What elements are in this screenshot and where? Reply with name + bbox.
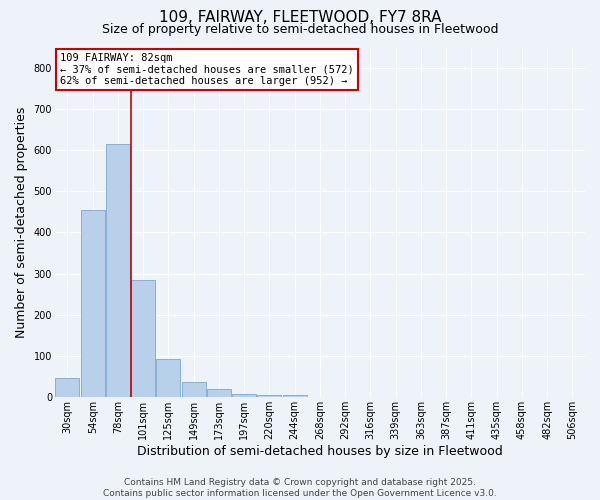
Bar	[283, 394, 307, 397]
Bar	[131, 280, 155, 397]
X-axis label: Distribution of semi-detached houses by size in Fleetwood: Distribution of semi-detached houses by …	[137, 444, 503, 458]
Text: 109 FAIRWAY: 82sqm
← 37% of semi-detached houses are smaller (572)
62% of semi-d: 109 FAIRWAY: 82sqm ← 37% of semi-detache…	[60, 52, 354, 86]
Bar	[55, 378, 79, 397]
Bar	[182, 382, 206, 397]
Bar	[81, 210, 104, 397]
Bar	[106, 144, 130, 397]
Text: Contains HM Land Registry data © Crown copyright and database right 2025.
Contai: Contains HM Land Registry data © Crown c…	[103, 478, 497, 498]
Y-axis label: Number of semi-detached properties: Number of semi-detached properties	[15, 106, 28, 338]
Bar	[157, 358, 181, 397]
Text: Size of property relative to semi-detached houses in Fleetwood: Size of property relative to semi-detach…	[102, 22, 498, 36]
Bar	[257, 394, 281, 397]
Text: 109, FAIRWAY, FLEETWOOD, FY7 8RA: 109, FAIRWAY, FLEETWOOD, FY7 8RA	[159, 10, 441, 25]
Bar	[232, 394, 256, 397]
Bar	[207, 390, 231, 397]
